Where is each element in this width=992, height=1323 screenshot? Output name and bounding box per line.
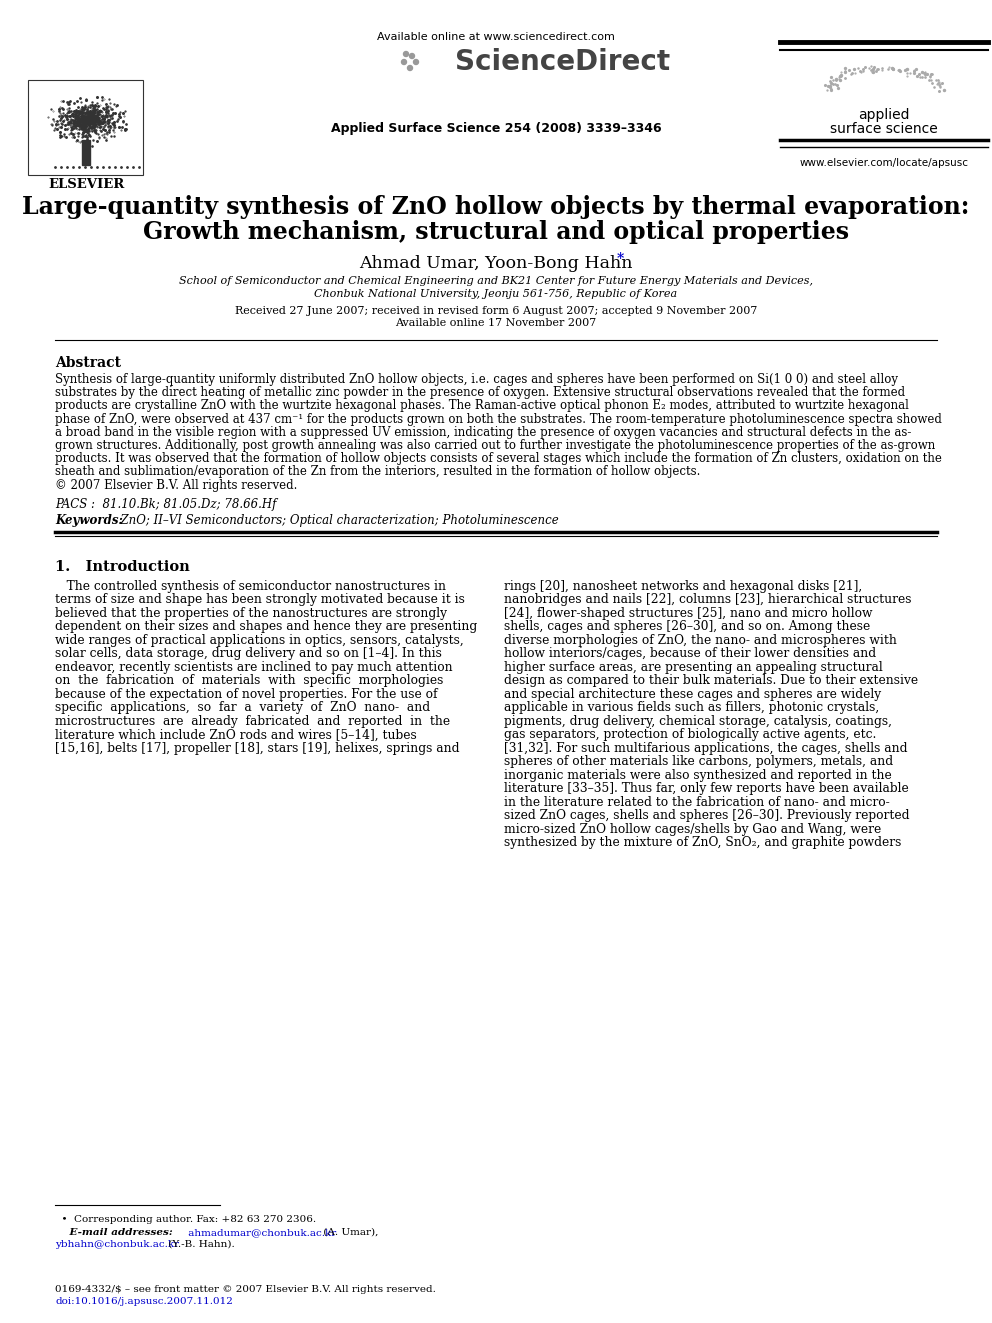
Text: Synthesis of large-quantity uniformly distributed ZnO hollow objects, i.e. cages: Synthesis of large-quantity uniformly di… <box>55 373 898 386</box>
Text: sheath and sublimation/evaporation of the Zn from the interiors, resulted in the: sheath and sublimation/evaporation of th… <box>55 466 700 479</box>
Text: surface science: surface science <box>830 122 937 136</box>
Text: sized ZnO cages, shells and spheres [26–30]. Previously reported: sized ZnO cages, shells and spheres [26–… <box>504 810 910 823</box>
Text: Received 27 June 2007; received in revised form 6 August 2007; accepted 9 Novemb: Received 27 June 2007; received in revis… <box>235 306 757 316</box>
Text: *: * <box>617 251 624 266</box>
Text: because of the expectation of novel properties. For the use of: because of the expectation of novel prop… <box>55 688 437 701</box>
Text: substrates by the direct heating of metallic zinc powder in the presence of oxyg: substrates by the direct heating of meta… <box>55 386 905 400</box>
Text: products are crystalline ZnO with the wurtzite hexagonal phases. The Raman-activ: products are crystalline ZnO with the wu… <box>55 400 909 413</box>
Text: dependent on their sizes and shapes and hence they are presenting: dependent on their sizes and shapes and … <box>55 620 477 634</box>
Text: synthesized by the mixture of ZnO, SnO₂, and graphite powders: synthesized by the mixture of ZnO, SnO₂,… <box>504 836 902 849</box>
Bar <box>82 140 90 165</box>
Text: [15,16], belts [17], propeller [18], stars [19], helixes, springs and: [15,16], belts [17], propeller [18], sta… <box>55 742 459 755</box>
Text: (A. Umar),: (A. Umar), <box>320 1228 378 1237</box>
Circle shape <box>408 66 413 70</box>
Text: design as compared to their bulk materials. Due to their extensive: design as compared to their bulk materia… <box>504 675 919 688</box>
Text: in the literature related to the fabrication of nano- and micro-: in the literature related to the fabrica… <box>504 796 890 808</box>
Text: endeavor, recently scientists are inclined to pay much attention: endeavor, recently scientists are inclin… <box>55 660 452 673</box>
Text: ScienceDirect: ScienceDirect <box>455 48 671 75</box>
Text: [31,32]. For such multifarious applications, the cages, shells and: [31,32]. For such multifarious applicati… <box>504 742 908 755</box>
Text: nanobridges and nails [22], columns [23], hierarchical structures: nanobridges and nails [22], columns [23]… <box>504 593 912 606</box>
Text: literature which include ZnO rods and wires [5–14], tubes: literature which include ZnO rods and wi… <box>55 728 417 741</box>
Text: 0169-4332/$ – see front matter © 2007 Elsevier B.V. All rights reserved.: 0169-4332/$ – see front matter © 2007 El… <box>55 1285 435 1294</box>
Text: ZnO; II–VI Semiconductors; Optical characterization; Photoluminescence: ZnO; II–VI Semiconductors; Optical chara… <box>113 513 558 527</box>
Text: and special architecture these cages and spheres are widely: and special architecture these cages and… <box>504 688 881 701</box>
Text: (Y.-B. Hahn).: (Y.-B. Hahn). <box>165 1240 235 1249</box>
Bar <box>28 79 143 175</box>
Text: Available online at www.sciencedirect.com: Available online at www.sciencedirect.co… <box>377 32 615 42</box>
Text: specific  applications,  so  far  a  variety  of  ZnO  nano-  and: specific applications, so far a variety … <box>55 701 431 714</box>
Text: •  Corresponding author. Fax: +82 63 270 2306.: • Corresponding author. Fax: +82 63 270 … <box>55 1215 316 1224</box>
Text: on  the  fabrication  of  materials  with  specific  morphologies: on the fabrication of materials with spe… <box>55 675 443 688</box>
Text: Available online 17 November 2007: Available online 17 November 2007 <box>396 318 596 328</box>
Text: ahmadumar@chonbuk.ac.kr: ahmadumar@chonbuk.ac.kr <box>185 1228 336 1237</box>
Text: products. It was observed that the formation of hollow objects consists of sever: products. It was observed that the forma… <box>55 452 941 466</box>
Text: terms of size and shape has been strongly motivated because it is: terms of size and shape has been strongl… <box>55 593 465 606</box>
Text: Chonbuk National University, Jeonju 561-756, Republic of Korea: Chonbuk National University, Jeonju 561-… <box>314 288 678 299</box>
Text: hollow interiors/cages, because of their lower densities and: hollow interiors/cages, because of their… <box>504 647 876 660</box>
Text: applied: applied <box>858 108 910 122</box>
Text: School of Semiconductor and Chemical Engineering and BK21 Center for Future Ener: School of Semiconductor and Chemical Eng… <box>179 277 813 286</box>
Text: ELSEVIER: ELSEVIER <box>48 179 124 191</box>
Circle shape <box>414 60 419 65</box>
Text: Growth mechanism, structural and optical properties: Growth mechanism, structural and optical… <box>143 220 849 243</box>
Text: applicable in various fields such as fillers, photonic crystals,: applicable in various fields such as fil… <box>504 701 879 714</box>
Text: inorganic materials were also synthesized and reported in the: inorganic materials were also synthesize… <box>504 769 892 782</box>
Text: higher surface areas, are presenting an appealing structural: higher surface areas, are presenting an … <box>504 660 883 673</box>
Text: gas separators, protection of biologically active agents, etc.: gas separators, protection of biological… <box>504 728 876 741</box>
Text: microstructures  are  already  fabricated  and  reported  in  the: microstructures are already fabricated a… <box>55 714 450 728</box>
Text: rings [20], nanosheet networks and hexagonal disks [21],: rings [20], nanosheet networks and hexag… <box>504 579 862 593</box>
Text: PACS :  81.10.Bk; 81.05.Dz; 78.66.Hf: PACS : 81.10.Bk; 81.05.Dz; 78.66.Hf <box>55 497 277 511</box>
Text: Keywords:: Keywords: <box>55 513 123 527</box>
Text: literature [33–35]. Thus far, only few reports have been available: literature [33–35]. Thus far, only few r… <box>504 782 909 795</box>
Text: Large-quantity synthesis of ZnO hollow objects by thermal evaporation:: Large-quantity synthesis of ZnO hollow o… <box>22 194 970 220</box>
Text: © 2007 Elsevier B.V. All rights reserved.: © 2007 Elsevier B.V. All rights reserved… <box>55 479 298 492</box>
Circle shape <box>404 52 409 57</box>
Circle shape <box>410 53 415 58</box>
Text: solar cells, data storage, drug delivery and so on [1–4]. In this: solar cells, data storage, drug delivery… <box>55 647 441 660</box>
Text: micro-sized ZnO hollow cages/shells by Gao and Wang, were: micro-sized ZnO hollow cages/shells by G… <box>504 823 881 836</box>
Text: www.elsevier.com/locate/apsusc: www.elsevier.com/locate/apsusc <box>800 157 968 168</box>
Text: [24], flower-shaped structures [25], nano and micro hollow: [24], flower-shaped structures [25], nan… <box>504 607 873 619</box>
Text: ybhahn@chonbuk.ac.kr: ybhahn@chonbuk.ac.kr <box>55 1240 180 1249</box>
Text: phase of ZnO, were observed at 437 cm⁻¹ for the products grown on both the subst: phase of ZnO, were observed at 437 cm⁻¹ … <box>55 413 941 426</box>
Text: spheres of other materials like carbons, polymers, metals, and: spheres of other materials like carbons,… <box>504 755 893 769</box>
Text: wide ranges of practical applications in optics, sensors, catalysts,: wide ranges of practical applications in… <box>55 634 463 647</box>
Text: believed that the properties of the nanostructures are strongly: believed that the properties of the nano… <box>55 607 447 619</box>
Text: The controlled synthesis of semiconductor nanostructures in: The controlled synthesis of semiconducto… <box>55 579 446 593</box>
Text: Abstract: Abstract <box>55 356 121 370</box>
Text: diverse morphologies of ZnO, the nano- and microspheres with: diverse morphologies of ZnO, the nano- a… <box>504 634 897 647</box>
Text: E-mail addresses:: E-mail addresses: <box>55 1228 173 1237</box>
Text: 1.   Introduction: 1. Introduction <box>55 560 189 574</box>
Text: Applied Surface Science 254 (2008) 3339–3346: Applied Surface Science 254 (2008) 3339–… <box>330 122 662 135</box>
Text: doi:10.1016/j.apsusc.2007.11.012: doi:10.1016/j.apsusc.2007.11.012 <box>55 1297 233 1306</box>
Circle shape <box>402 60 407 65</box>
Text: pigments, drug delivery, chemical storage, catalysis, coatings,: pigments, drug delivery, chemical storag… <box>504 714 892 728</box>
Text: grown structures. Additionally, post growth annealing was also carried out to fu: grown structures. Additionally, post gro… <box>55 439 935 452</box>
Text: Ahmad Umar, Yoon-Bong Hahn: Ahmad Umar, Yoon-Bong Hahn <box>359 255 633 273</box>
Text: a broad band in the visible region with a suppressed UV emission, indicating the: a broad band in the visible region with … <box>55 426 912 439</box>
Text: shells, cages and spheres [26–30], and so on. Among these: shells, cages and spheres [26–30], and s… <box>504 620 870 634</box>
